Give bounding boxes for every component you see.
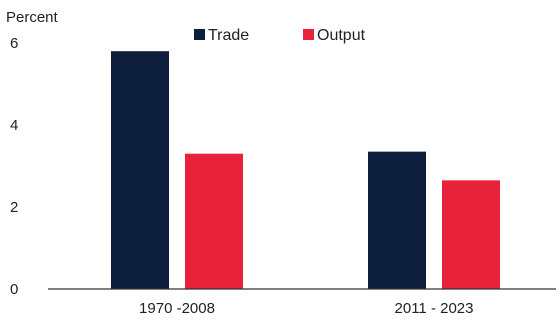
y-axis-unit-label: Percent: [6, 9, 59, 26]
y-axis: 0 2 4 6: [10, 35, 18, 298]
x-axis: 1970 -2008 2011 - 2023: [139, 300, 473, 317]
legend-label-output: Output: [317, 27, 366, 44]
bars: [111, 51, 500, 290]
y-tick-label: 0: [10, 281, 18, 298]
bar-output: [442, 180, 500, 289]
x-category-label: 2011 - 2023: [395, 300, 474, 317]
legend: Trade Output: [194, 27, 366, 44]
legend-label-trade: Trade: [208, 27, 249, 44]
y-tick-label: 6: [10, 35, 18, 52]
bar-trade: [368, 151, 426, 289]
bar-output: [185, 153, 243, 289]
y-tick-label: 4: [10, 117, 18, 134]
legend-swatch-output: [303, 29, 314, 40]
legend-swatch-trade: [194, 29, 205, 40]
y-tick-label: 2: [10, 199, 18, 216]
x-category-label: 1970 -2008: [139, 300, 215, 317]
bar-trade: [111, 51, 169, 290]
